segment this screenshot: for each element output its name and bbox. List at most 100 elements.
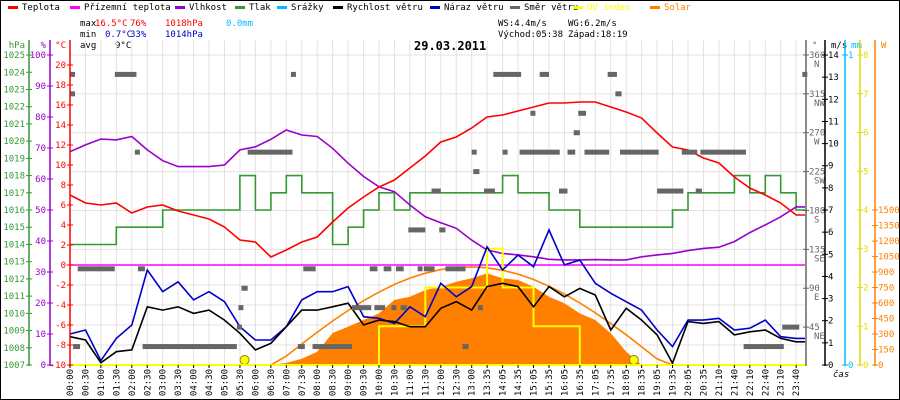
wind-direction-mark: [77, 266, 115, 272]
x-tick-label: 11:30: [421, 369, 431, 396]
legend-item: Solar: [650, 3, 691, 13]
rain-tick-label: 0: [848, 361, 853, 371]
press-tick-label: 1016: [3, 206, 25, 216]
temp-tick-label: 12: [55, 141, 66, 151]
max-humidity: 76%: [130, 19, 147, 29]
wind-direction-mark: [615, 91, 622, 97]
wind-direction-mark: [493, 71, 522, 77]
avg-temp: 9°C: [115, 41, 132, 51]
x-tick-label: 14:35: [514, 369, 524, 396]
hum-tick-label: 30: [35, 268, 46, 278]
wind-direction-mark: [423, 266, 435, 272]
legend-swatch: [277, 6, 287, 9]
solar-tick-label: 1050: [878, 253, 900, 263]
x-tick-label: 10:30: [390, 369, 400, 396]
wind-tick-label: 12: [828, 95, 839, 105]
sunrise-marker: [239, 355, 250, 365]
x-tick-label: 09:00: [344, 369, 354, 396]
temp-tick-label: -6: [55, 321, 66, 331]
rain-axis-unit: mm: [851, 41, 862, 51]
wind-direction-mark: [383, 266, 392, 272]
wind-direction-mark: [400, 305, 407, 311]
wind-direction-mark: [471, 149, 477, 155]
temp-tick-label: 6: [61, 201, 66, 211]
wind-direction-mark: [395, 266, 404, 272]
wind-direction-mark: [137, 266, 145, 272]
press-tick-label: 1015: [3, 223, 25, 233]
x-tick-label: 05:00: [221, 369, 231, 396]
legend-item: UV index: [573, 3, 630, 13]
press-tick-label: 1013: [3, 258, 25, 268]
wind-direction-mark: [620, 149, 659, 155]
solar-tick-label: 1200: [878, 237, 900, 247]
hum-tick-label: 0: [41, 361, 46, 371]
solar-tick-label: 300: [878, 330, 894, 340]
wind-tick-label: 7: [828, 206, 833, 216]
legend-label: Tlak: [249, 3, 271, 13]
wind-tick-label: 11: [828, 117, 839, 127]
legend-label: UV index: [587, 3, 631, 13]
temp-tick-label: 14: [55, 121, 66, 131]
wind-direction-mark: [578, 110, 587, 116]
x-tick-label: 21:40: [730, 369, 740, 396]
wind-direction-mark: [374, 305, 386, 311]
compass-label: E: [814, 293, 819, 303]
x-tick-label: 01:00: [97, 369, 107, 396]
dir-axis-unit: °: [812, 41, 817, 51]
x-tick-label: 19:05: [653, 369, 663, 396]
x-tick-label: 00:30: [81, 369, 91, 396]
tlak-series: [70, 174, 805, 246]
press-tick-label: 1025: [3, 51, 25, 61]
temp-tick-label: 10: [55, 161, 66, 171]
temp-tick-label: 20: [55, 61, 66, 71]
press-tick-label: 1023: [3, 85, 25, 95]
hum-tick-label: 10: [35, 330, 46, 340]
press-tick-label: 1011: [3, 292, 25, 302]
legend-item: Vlhkost: [175, 3, 227, 13]
wind-direction-mark: [73, 344, 81, 350]
wind-direction-mark: [802, 71, 808, 77]
hum-tick-label: 70: [35, 144, 46, 154]
legend-swatch: [573, 6, 583, 9]
compass-label: W: [814, 138, 820, 148]
temp-tick-label: -4: [55, 301, 66, 311]
x-tick-label: 22:40: [761, 369, 771, 396]
legend-swatch: [650, 6, 660, 9]
hum-tick-label: 100: [30, 51, 46, 61]
press-tick-label: 1017: [3, 189, 25, 199]
x-tick-label: 18:05: [622, 369, 632, 396]
x-tick-label: 07:00: [282, 369, 292, 396]
x-tick-label: 15:35: [545, 369, 555, 396]
wind-direction-mark: [700, 149, 746, 155]
uv-tick-label: 0: [863, 361, 868, 371]
x-tick-label: 14:05: [499, 369, 509, 396]
wind-direction-mark: [391, 305, 397, 311]
compass-label: NW: [814, 99, 825, 109]
wind-direction-mark: [114, 71, 137, 77]
temp-tick-label: -8: [55, 341, 66, 351]
wind-direction-mark: [782, 324, 800, 330]
temp-tick-label: 16: [55, 101, 66, 111]
hum-tick-label: 20: [35, 299, 46, 309]
legend-swatch: [235, 6, 245, 9]
legend-swatch: [175, 6, 185, 9]
temp-tick-label: 8: [61, 181, 66, 191]
wind-direction-mark: [290, 71, 296, 77]
wind-direction-mark: [573, 130, 580, 136]
legend-swatch: [70, 6, 80, 9]
x-tick-label: 17:05: [591, 369, 601, 396]
uv-tick-label: 5: [863, 167, 868, 177]
uv-tick-label: 1: [863, 322, 868, 332]
uv-tick-label: 3: [863, 245, 868, 255]
wind-direction-mark: [369, 266, 378, 272]
wind-direction-mark: [445, 266, 466, 272]
wind-tick-label: 13: [828, 73, 839, 83]
temp-tick-label: 2: [61, 241, 66, 251]
legend-label: Solar: [664, 3, 692, 13]
wind-tick-label: 10: [828, 140, 839, 150]
press-tick-label: 1018: [3, 172, 25, 182]
solar-tick-label: 1500: [878, 206, 900, 216]
wind-tick-label: 1: [828, 339, 833, 349]
dir-tick-label: 135: [809, 245, 825, 255]
